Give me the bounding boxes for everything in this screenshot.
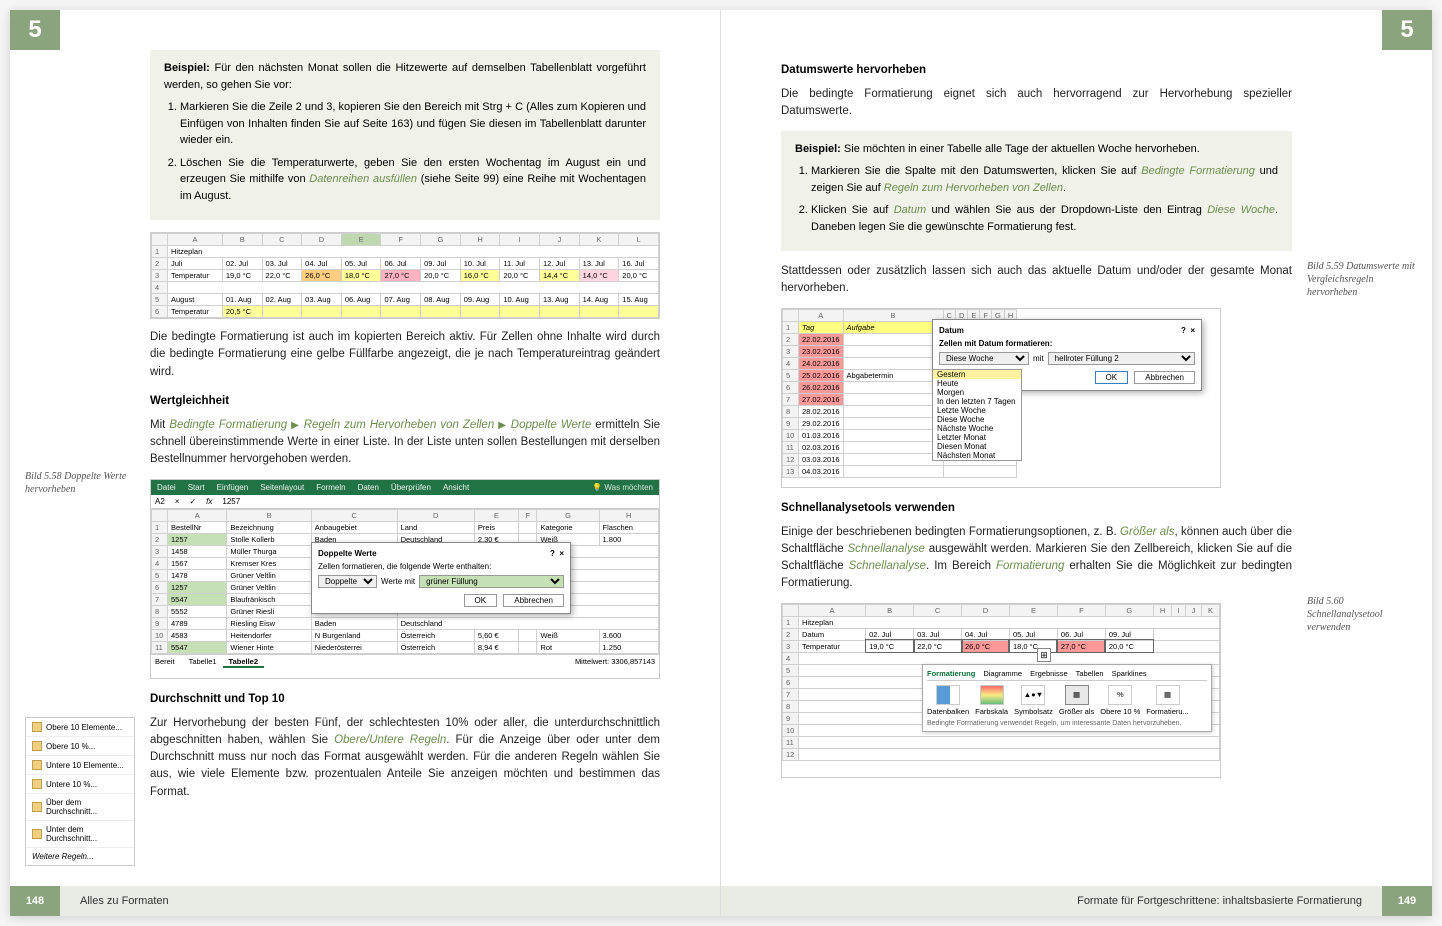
quick-analysis-screenshot: ABCDEFGHIJK 1Hitzeplan 2Datum02. Jul03. … <box>781 603 1221 778</box>
qa-tab-sparklines[interactable]: Sparklines <box>1112 669 1147 678</box>
cancel-button[interactable]: Abbrechen <box>503 594 564 607</box>
book-spread: 5 Beispiel: Für den nächsten Monat solle… <box>10 10 1432 916</box>
para-stattdessen: Stattdessen oder zusätzlich lassen sich … <box>781 263 1292 298</box>
footer-left: 148 Alles zu Formaten <box>10 886 720 916</box>
qa-colorscale[interactable]: Farbskala <box>975 685 1008 716</box>
caption-5-58: Bild 5.58 Doppelte Werte hervorheben <box>25 470 135 496</box>
date-period-select[interactable]: Diese Woche <box>939 352 1029 365</box>
ok-button[interactable]: OK <box>1095 371 1129 384</box>
date-format-screenshot: ABCDEFGH 1TagAufgabe 222.02.2016 323.02.… <box>781 308 1221 488</box>
excel-ribbon-header: DateiStartEinfügenSeitenlayoutFormelnDat… <box>151 480 659 495</box>
qa-tab-charts[interactable]: Diagramme <box>983 669 1022 678</box>
quick-analysis-panel: Formatierung Diagramme Ergebnisse Tabell… <box>922 664 1212 732</box>
example-r-step2: Klicken Sie auf Datum und wählen Sie aus… <box>811 202 1278 235</box>
page-number-left: 148 <box>10 886 60 916</box>
menu-bottom10-items[interactable]: Untere 10 Elemente... <box>26 756 134 775</box>
head-wertgleichheit: Wertgleichheit <box>150 395 660 407</box>
name-box: A2 <box>155 497 165 506</box>
top-bottom-rules-menu: Obere 10 Elemente... Obere 10 %... Unter… <box>25 717 135 866</box>
qa-tab-totals[interactable]: Ergebnisse <box>1030 669 1068 678</box>
menu-top10-items[interactable]: Obere 10 Elemente... <box>26 718 134 737</box>
hitzeplan-screenshot: ABCDEFGHIJKL 1Hitzeplan 2Juli02. Jul03. … <box>150 232 660 319</box>
close-icon[interactable]: ? × <box>550 549 564 558</box>
qa-tab-tables[interactable]: Tabellen <box>1076 669 1104 678</box>
head-durchschnitt: Durchschnitt und Top 10 <box>150 693 660 705</box>
footer-text-right: Formate für Fortgeschrittene: inhaltsbas… <box>721 895 1382 907</box>
example-step-2: Löschen Sie die Temperaturwerte, geben S… <box>180 155 646 205</box>
cancel-button[interactable]: Abbrechen <box>1134 371 1195 384</box>
para-copied-format: Die bedingte Formatierung ist auch im ko… <box>150 329 660 381</box>
chapter-tab-left: 5 <box>10 10 60 50</box>
footer-right: 149 Formate für Fortgeschrittene: inhalt… <box>721 886 1432 916</box>
menu-bottom10-pct[interactable]: Untere 10 %... <box>26 775 134 794</box>
footer-text-left: Alles zu Formaten <box>60 895 720 907</box>
menu-below-avg[interactable]: Unter dem Durchschnitt... <box>26 821 134 848</box>
head-datumswerte: Datumswerte hervorheben <box>781 64 1292 76</box>
duplicate-select[interactable]: Doppelte <box>318 575 377 588</box>
example-step-1: Markieren Sie die Zeile 2 und 3, kopiere… <box>180 99 646 149</box>
menu-above-avg[interactable]: Über dem Durchschnitt... <box>26 794 134 821</box>
menu-top10-pct[interactable]: Obere 10 %... <box>26 737 134 756</box>
caption-5-60: Bild 5.60 Schnellanalysetool verwenden <box>1307 595 1417 634</box>
menu-more-rules[interactable]: Weitere Regeln... <box>26 848 134 865</box>
page-right: 5 Datumswerte hervorheben Die bedingte F… <box>721 10 1432 916</box>
head-schnellanalyse: Schnellanalysetools verwenden <box>781 502 1292 514</box>
caption-5-59: Bild 5.59 Datumswerte mit Vergleichsrege… <box>1307 260 1417 299</box>
example-r-step1: Markieren Sie die Spalte mit den Datumsw… <box>811 163 1278 196</box>
page-left: 5 Beispiel: Für den nächsten Monat solle… <box>10 10 721 916</box>
qa-databars[interactable]: Datenbalken <box>927 685 969 716</box>
excel-duplicate-screenshot: DateiStartEinfügenSeitenlayoutFormelnDat… <box>150 479 660 679</box>
quick-analysis-icon[interactable]: ⊞ <box>1037 648 1051 662</box>
example-box-right: Beispiel: Sie möchten in einer Tabelle a… <box>781 131 1292 252</box>
para-schnellanalyse: Einige der beschriebenen bedingten Forma… <box>781 524 1292 593</box>
qa-clear[interactable]: ▦Formatieru... <box>1146 685 1189 716</box>
date-dropdown-list[interactable]: Gestern Heute Morgen In den letzten 7 Ta… <box>932 369 1022 461</box>
example-intro: Für den nächsten Monat sollen die Hitzew… <box>164 62 646 91</box>
formula-bar: 1257 <box>222 497 240 506</box>
chapter-tab-right: 5 <box>1382 10 1432 50</box>
qa-top10[interactable]: %Obere 10 % <box>1100 685 1140 716</box>
duplicate-values-dialog: Doppelte Werte? × Zellen formatieren, di… <box>311 542 571 614</box>
qa-greater-than[interactable]: ▦Größer als <box>1059 685 1094 716</box>
qa-tab-formatting[interactable]: Formatierung <box>927 669 975 678</box>
fill-select[interactable]: grüner Füllung <box>419 575 564 588</box>
qa-iconset[interactable]: ▲●▼Symbolsatz <box>1014 685 1053 716</box>
date-fill-select[interactable]: hellroter Füllung 2 <box>1048 352 1195 365</box>
qa-description: Bedingte Formatierung verwendet Regeln, … <box>927 720 1207 727</box>
para-wertgleichheit: Mit Bedingte Formatierung ▶ Regeln zum H… <box>150 417 660 469</box>
page-number-right: 149 <box>1382 886 1432 916</box>
example-lead: Beispiel: <box>164 62 210 74</box>
para-datum-intro: Die bedingte Formatierung eignet sich au… <box>781 86 1292 121</box>
close-icon[interactable]: ? × <box>1181 326 1195 335</box>
example-box-left: Beispiel: Für den nächsten Monat sollen … <box>150 50 660 220</box>
para-durchschnitt: Zur Hervorhebung der besten Fünf, der sc… <box>150 715 660 801</box>
ok-button[interactable]: OK <box>464 594 498 607</box>
